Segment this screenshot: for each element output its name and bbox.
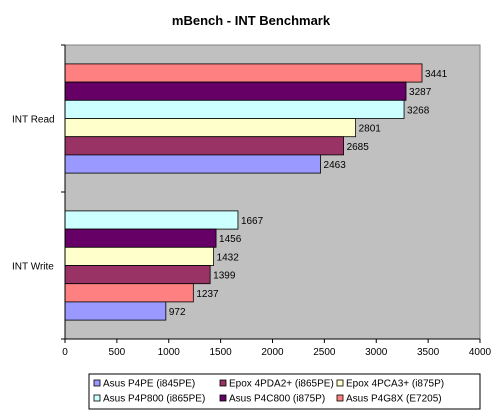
category-label: INT Read: [12, 115, 55, 126]
x-tick-label: 4000: [469, 347, 492, 358]
chart-title: mBench - INT Benchmark: [172, 13, 331, 28]
legend-label: Asus P4PE (i845PE): [103, 379, 195, 390]
legend-swatch: [93, 394, 101, 402]
data-label: 1399: [213, 271, 236, 282]
data-label: 3287: [409, 87, 432, 98]
bar: [64, 246, 214, 266]
bar: [64, 265, 211, 285]
data-label: 1432: [217, 252, 240, 263]
x-tick-label: 0: [62, 347, 68, 358]
x-tick-label: 3000: [365, 347, 388, 358]
x-tick-label: 2000: [261, 347, 284, 358]
data-label: 1456: [219, 234, 242, 245]
bar: [64, 63, 423, 83]
bar: [64, 99, 405, 119]
legend-label: Asus P4C800 (i875P): [229, 394, 325, 405]
bar: [64, 154, 321, 174]
legend-label: Epox 4PCA3+ (i875P): [346, 379, 444, 390]
bar: [64, 283, 194, 303]
x-tick-label: 1000: [158, 347, 181, 358]
legend-box: [88, 373, 481, 410]
axis-layer: INT Read INT Write 0 500 1000 1500 2000 2500 300…: [12, 44, 492, 358]
data-label: 2463: [324, 160, 347, 171]
category-label: INT Write: [12, 262, 54, 273]
x-tick-label: 1500: [210, 347, 233, 358]
legend-swatch: [219, 379, 227, 387]
legend: Asus P4PE (i845PE) Epox 4PDA2+ (i865PE) Ep…: [88, 373, 481, 410]
legend-swatch: [336, 394, 344, 402]
bar: [64, 81, 407, 101]
bar: [64, 118, 357, 138]
bar: [64, 136, 344, 156]
data-label: 1667: [241, 216, 264, 227]
x-tick-label: 3500: [417, 347, 440, 358]
x-tick-label: 500: [109, 347, 126, 358]
data-label: 3268: [407, 105, 430, 116]
data-label: 1237: [196, 289, 219, 300]
legend-label: Asus P4P800 (i865PE): [103, 394, 205, 405]
data-label: 2801: [359, 124, 382, 135]
legend-label: Epox 4PDA2+ (i865PE): [229, 379, 334, 390]
data-label: 2685: [347, 142, 370, 153]
bar: [64, 228, 217, 248]
legend-swatch: [336, 379, 344, 387]
legend-swatch: [93, 379, 101, 387]
x-tick-label: 2500: [313, 347, 336, 358]
bar: [64, 210, 239, 230]
bar: [64, 301, 167, 321]
data-label: 972: [169, 307, 186, 318]
legend-label: Asus P4G8X (E7205): [346, 394, 442, 405]
data-label: 3441: [425, 69, 448, 80]
legend-swatch: [219, 394, 227, 402]
